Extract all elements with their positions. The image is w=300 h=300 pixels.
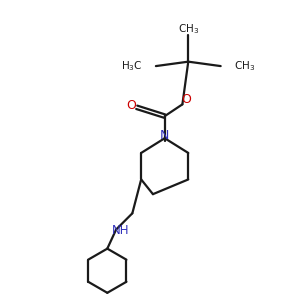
Text: O: O xyxy=(181,93,191,106)
Text: CH$_3$: CH$_3$ xyxy=(234,59,255,73)
Text: H$_3$C: H$_3$C xyxy=(121,59,142,73)
Text: N: N xyxy=(160,129,169,142)
Text: NH: NH xyxy=(112,224,129,238)
Text: O: O xyxy=(127,99,136,112)
Text: CH$_3$: CH$_3$ xyxy=(178,22,199,36)
